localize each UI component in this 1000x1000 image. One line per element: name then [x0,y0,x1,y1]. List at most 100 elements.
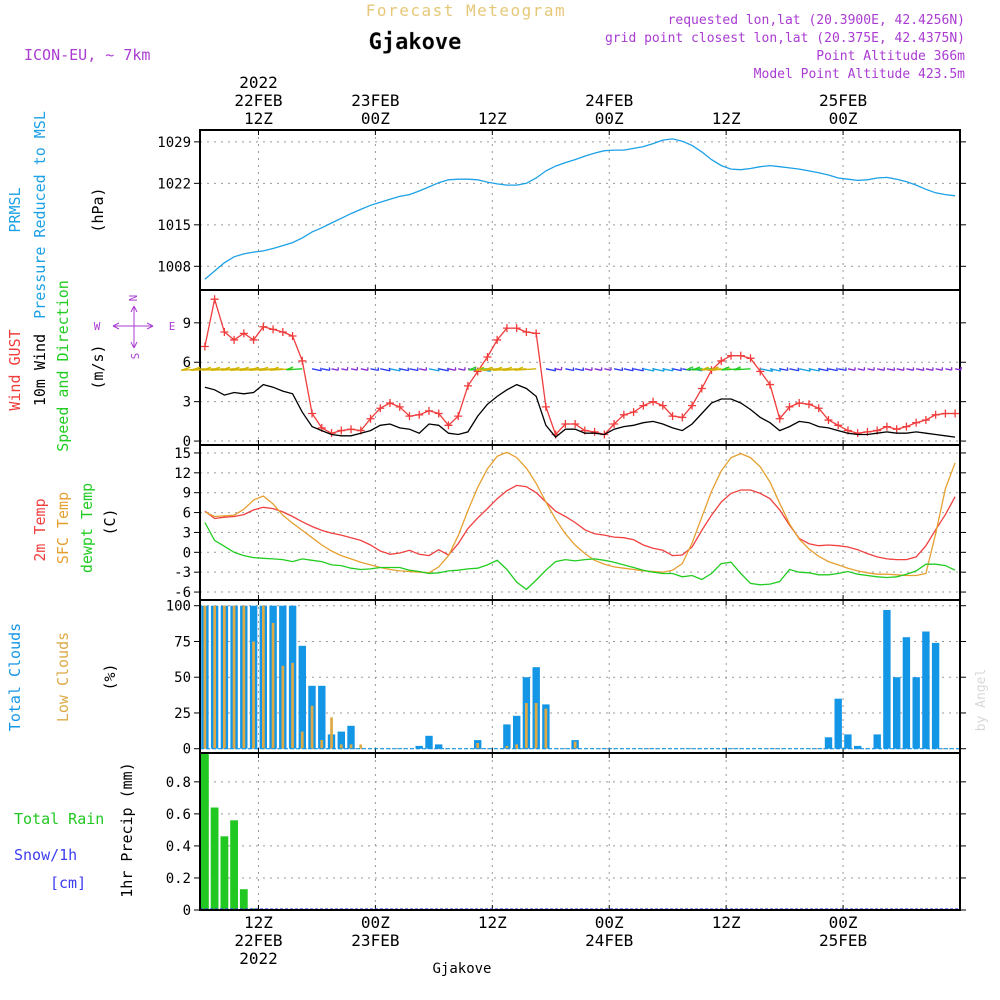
bottom-time-label: 00Z [595,913,624,932]
total-cloud-bar [912,677,920,749]
gust-point [483,352,492,361]
ms-unit: (m/s) [89,344,107,389]
y-tick-label: 3 [183,525,191,541]
grid-point-coords: grid point closest lon,lat (20.375E, 42.… [605,31,965,46]
total-cloud-bar [844,734,852,749]
gust-point [278,328,287,337]
gust-point [775,414,784,423]
gust-point [571,419,580,428]
y-tick-label: 75 [174,634,191,650]
gust-point [921,416,930,425]
gust-point [493,335,502,344]
wind-arrow [370,367,380,372]
gust-point [629,408,638,417]
low-cloud-bar [291,662,294,749]
gust-point [522,328,531,337]
series-line-sfc-temp [204,451,956,577]
series-line-prmsl [204,138,956,280]
wind-arrow [419,367,428,371]
series-line-2m-temp [204,484,956,561]
sfc-label: SFC Temp [54,492,72,564]
gust-point [658,401,667,410]
low-cloud-bar [223,605,226,749]
gust-point [785,402,794,411]
rain-label: Total Rain [14,810,104,828]
gust-label: Wind GUST [6,329,24,410]
gust-point [249,335,258,344]
wind-arrow [350,367,359,371]
wind-arrow [818,367,829,372]
bottom-time-label: 25FEB [819,931,867,950]
low-cloud-bar [573,741,577,749]
total-cloud-bar [873,734,881,749]
gust-point [590,427,599,436]
gust-point [795,398,804,407]
total-cloud-bar [425,735,433,749]
gust-point [717,356,726,365]
top-time-label: 12Z [478,109,507,128]
wind-arrow [652,367,665,372]
wind-arrow [448,367,457,371]
low-cloud-bar [300,731,304,749]
y-tick-label: 12 [174,466,191,482]
wind-arrow [935,367,943,371]
top-time-label: 2022 [239,73,278,92]
wind-arrow [672,367,683,372]
gust-point [649,397,658,406]
chart-title: Forecast Meteogram [366,1,566,20]
gust-point [727,351,736,360]
gust-point [200,342,209,351]
series-line-10m-wind [204,383,956,439]
y-tick-label: 0 [183,903,191,919]
bottom-time-label: 23FEB [351,931,399,950]
gust-point [502,324,511,333]
total-cloud-bar [931,642,940,749]
compass-s: S [129,353,142,360]
gust-point [678,413,687,422]
gust-point [814,404,823,413]
wind-direction-arrows [180,366,962,373]
gust-point [941,409,950,418]
wind-arrow [565,367,575,372]
y-tick-label: 9 [183,316,191,332]
low-cloud-bar [544,708,548,749]
low-cloud-bar [349,744,353,749]
wind-arrow [555,366,563,371]
low-cloud-bar [252,641,255,749]
y-tick-label: 0 [183,434,191,450]
gust-point [746,354,755,363]
rain-bar [210,807,219,910]
top-time-label: 00Z [361,109,390,128]
wind-arrow [584,367,593,371]
gust-point [463,381,472,390]
wind-arrow [286,366,303,371]
axis-titles: PRMSL Pressure Reduced to MSL (hPa) Wind GU… [6,111,175,898]
panel-frame [199,444,961,601]
wind-arrow [896,367,905,371]
snow-label: Snow/1h [14,846,77,864]
gust-point [824,416,833,425]
wind-arrow [906,367,915,371]
location-title: Gjakove [369,30,462,55]
wind-arrow [799,367,811,372]
total-cloud-bar [337,731,345,749]
low-cloud-bar [271,622,275,749]
wind-arrow [789,367,800,372]
temp2m-label: 2m Temp [31,498,49,561]
wind-arrow [838,367,847,372]
total-cloud-bar [513,715,521,749]
y-tick-label: 100 [166,599,191,615]
c-unit: (C) [101,508,119,535]
rain-bar [239,889,248,910]
gust-point [454,412,463,421]
wind-arrow [389,367,401,372]
gust-point [288,331,297,340]
gust-point [405,412,414,421]
wind-arrow [575,367,585,372]
low-cloud-bar [203,605,207,749]
gust-point [804,400,813,409]
wind-arrow [867,367,875,371]
wind-arrow [321,367,331,372]
wind-arrow [545,367,557,372]
bottom-time-label: 24FEB [585,931,633,950]
